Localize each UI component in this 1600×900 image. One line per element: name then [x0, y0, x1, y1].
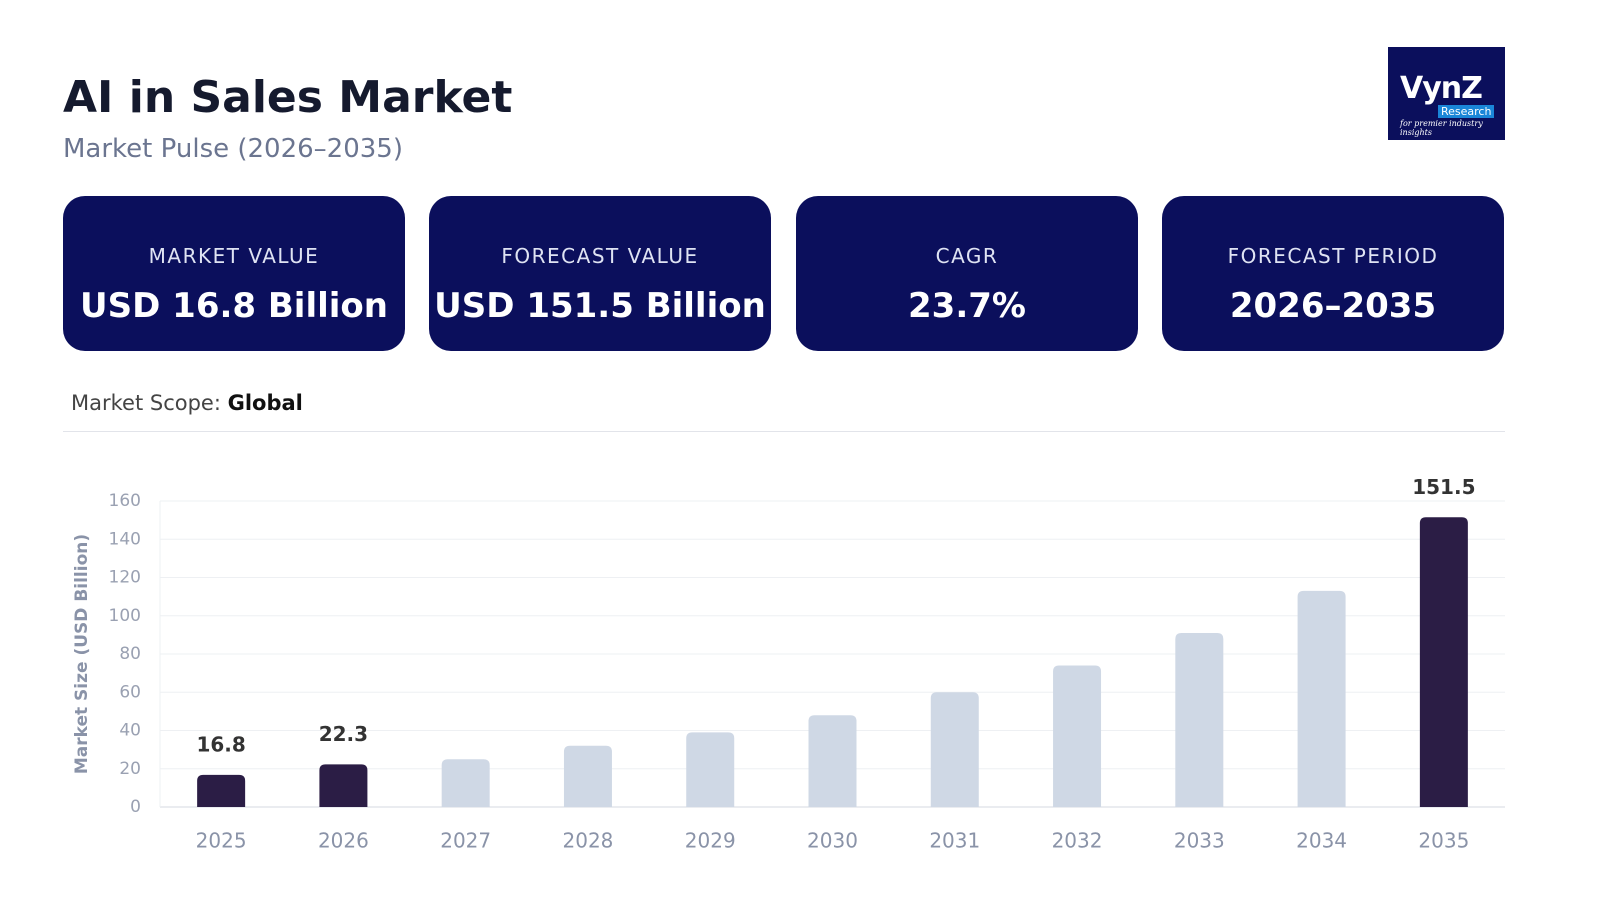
- y-tick-label: 140: [109, 529, 141, 549]
- card-value: 2026–2035: [1229, 286, 1437, 326]
- stat-card: CAGR 23.7%: [796, 196, 1138, 351]
- bar: [808, 715, 857, 807]
- bar: [1419, 517, 1468, 807]
- y-tick-label: 100: [109, 606, 141, 626]
- x-tick-label: 2032: [1052, 829, 1103, 853]
- bar: [930, 692, 979, 807]
- x-tick-label: 2025: [196, 829, 247, 853]
- y-tick-label: 160: [109, 491, 141, 511]
- x-tick-label: 2026: [318, 829, 369, 853]
- card-label: FORECAST VALUE: [501, 244, 699, 268]
- value-label: 22.3: [319, 722, 368, 746]
- bar: [563, 745, 612, 807]
- y-tick-label: 0: [130, 797, 141, 817]
- stat-card: FORECAST PERIOD 2026–2035: [1162, 196, 1504, 351]
- bar: [1175, 632, 1224, 807]
- x-tick-label: 2034: [1296, 829, 1347, 853]
- y-tick-label: 60: [119, 682, 141, 702]
- stat-card: FORECAST VALUE USD 151.5 Billion: [429, 196, 771, 351]
- y-axis-label: Market Size (USD Billion): [72, 534, 92, 774]
- scope-value: Global: [227, 391, 303, 415]
- bar: [1297, 590, 1346, 807]
- chart: Market Size (USD Billion) 0 20 40 60 80 100 120…: [72, 475, 1505, 853]
- card-label: FORECAST PERIOD: [1227, 244, 1439, 268]
- divider: [63, 431, 1505, 432]
- x-tick-label: 2028: [563, 829, 614, 853]
- y-tick-label: 40: [119, 721, 141, 741]
- card-label: MARKET VALUE: [148, 244, 320, 268]
- value-label: 151.5: [1412, 475, 1475, 499]
- x-tick-label: 2031: [929, 829, 980, 853]
- logo-sub: Research: [1438, 105, 1495, 118]
- x-tick-label: 2030: [807, 829, 858, 853]
- bar: [686, 732, 735, 807]
- subtitle: Market Pulse (2026–2035): [63, 134, 403, 164]
- logo-tagline: for premier industry insights: [1400, 119, 1483, 137]
- x-tick-label: 2033: [1174, 829, 1225, 853]
- y-tick-label: 120: [109, 568, 141, 588]
- x-tick-label: 2027: [440, 829, 491, 853]
- x-tick-label: 2029: [685, 829, 736, 853]
- value-label: 16.8: [196, 732, 245, 756]
- y-tick-label: 80: [119, 644, 141, 664]
- bar: [1053, 665, 1102, 807]
- card-value: USD 16.8 Billion: [80, 286, 388, 326]
- y-tick-label: 20: [119, 759, 141, 779]
- bar: [197, 774, 246, 807]
- scope-label: Market Scope:: [71, 391, 221, 415]
- bar: [441, 759, 490, 807]
- scope: Market Scope: Global: [71, 391, 303, 415]
- stat-card: MARKET VALUE USD 16.8 Billion: [63, 196, 405, 351]
- title: AI in Sales Market: [63, 72, 513, 123]
- card-value: 23.7%: [908, 286, 1026, 326]
- card-value: USD 151.5 Billion: [434, 286, 766, 326]
- card-label: CAGR: [935, 244, 999, 268]
- x-tick-label: 2035: [1418, 829, 1469, 853]
- logo-name: VynZ: [1400, 71, 1483, 106]
- logo: VynZ Research for premier industry insig…: [1388, 47, 1505, 140]
- bar: [319, 764, 368, 807]
